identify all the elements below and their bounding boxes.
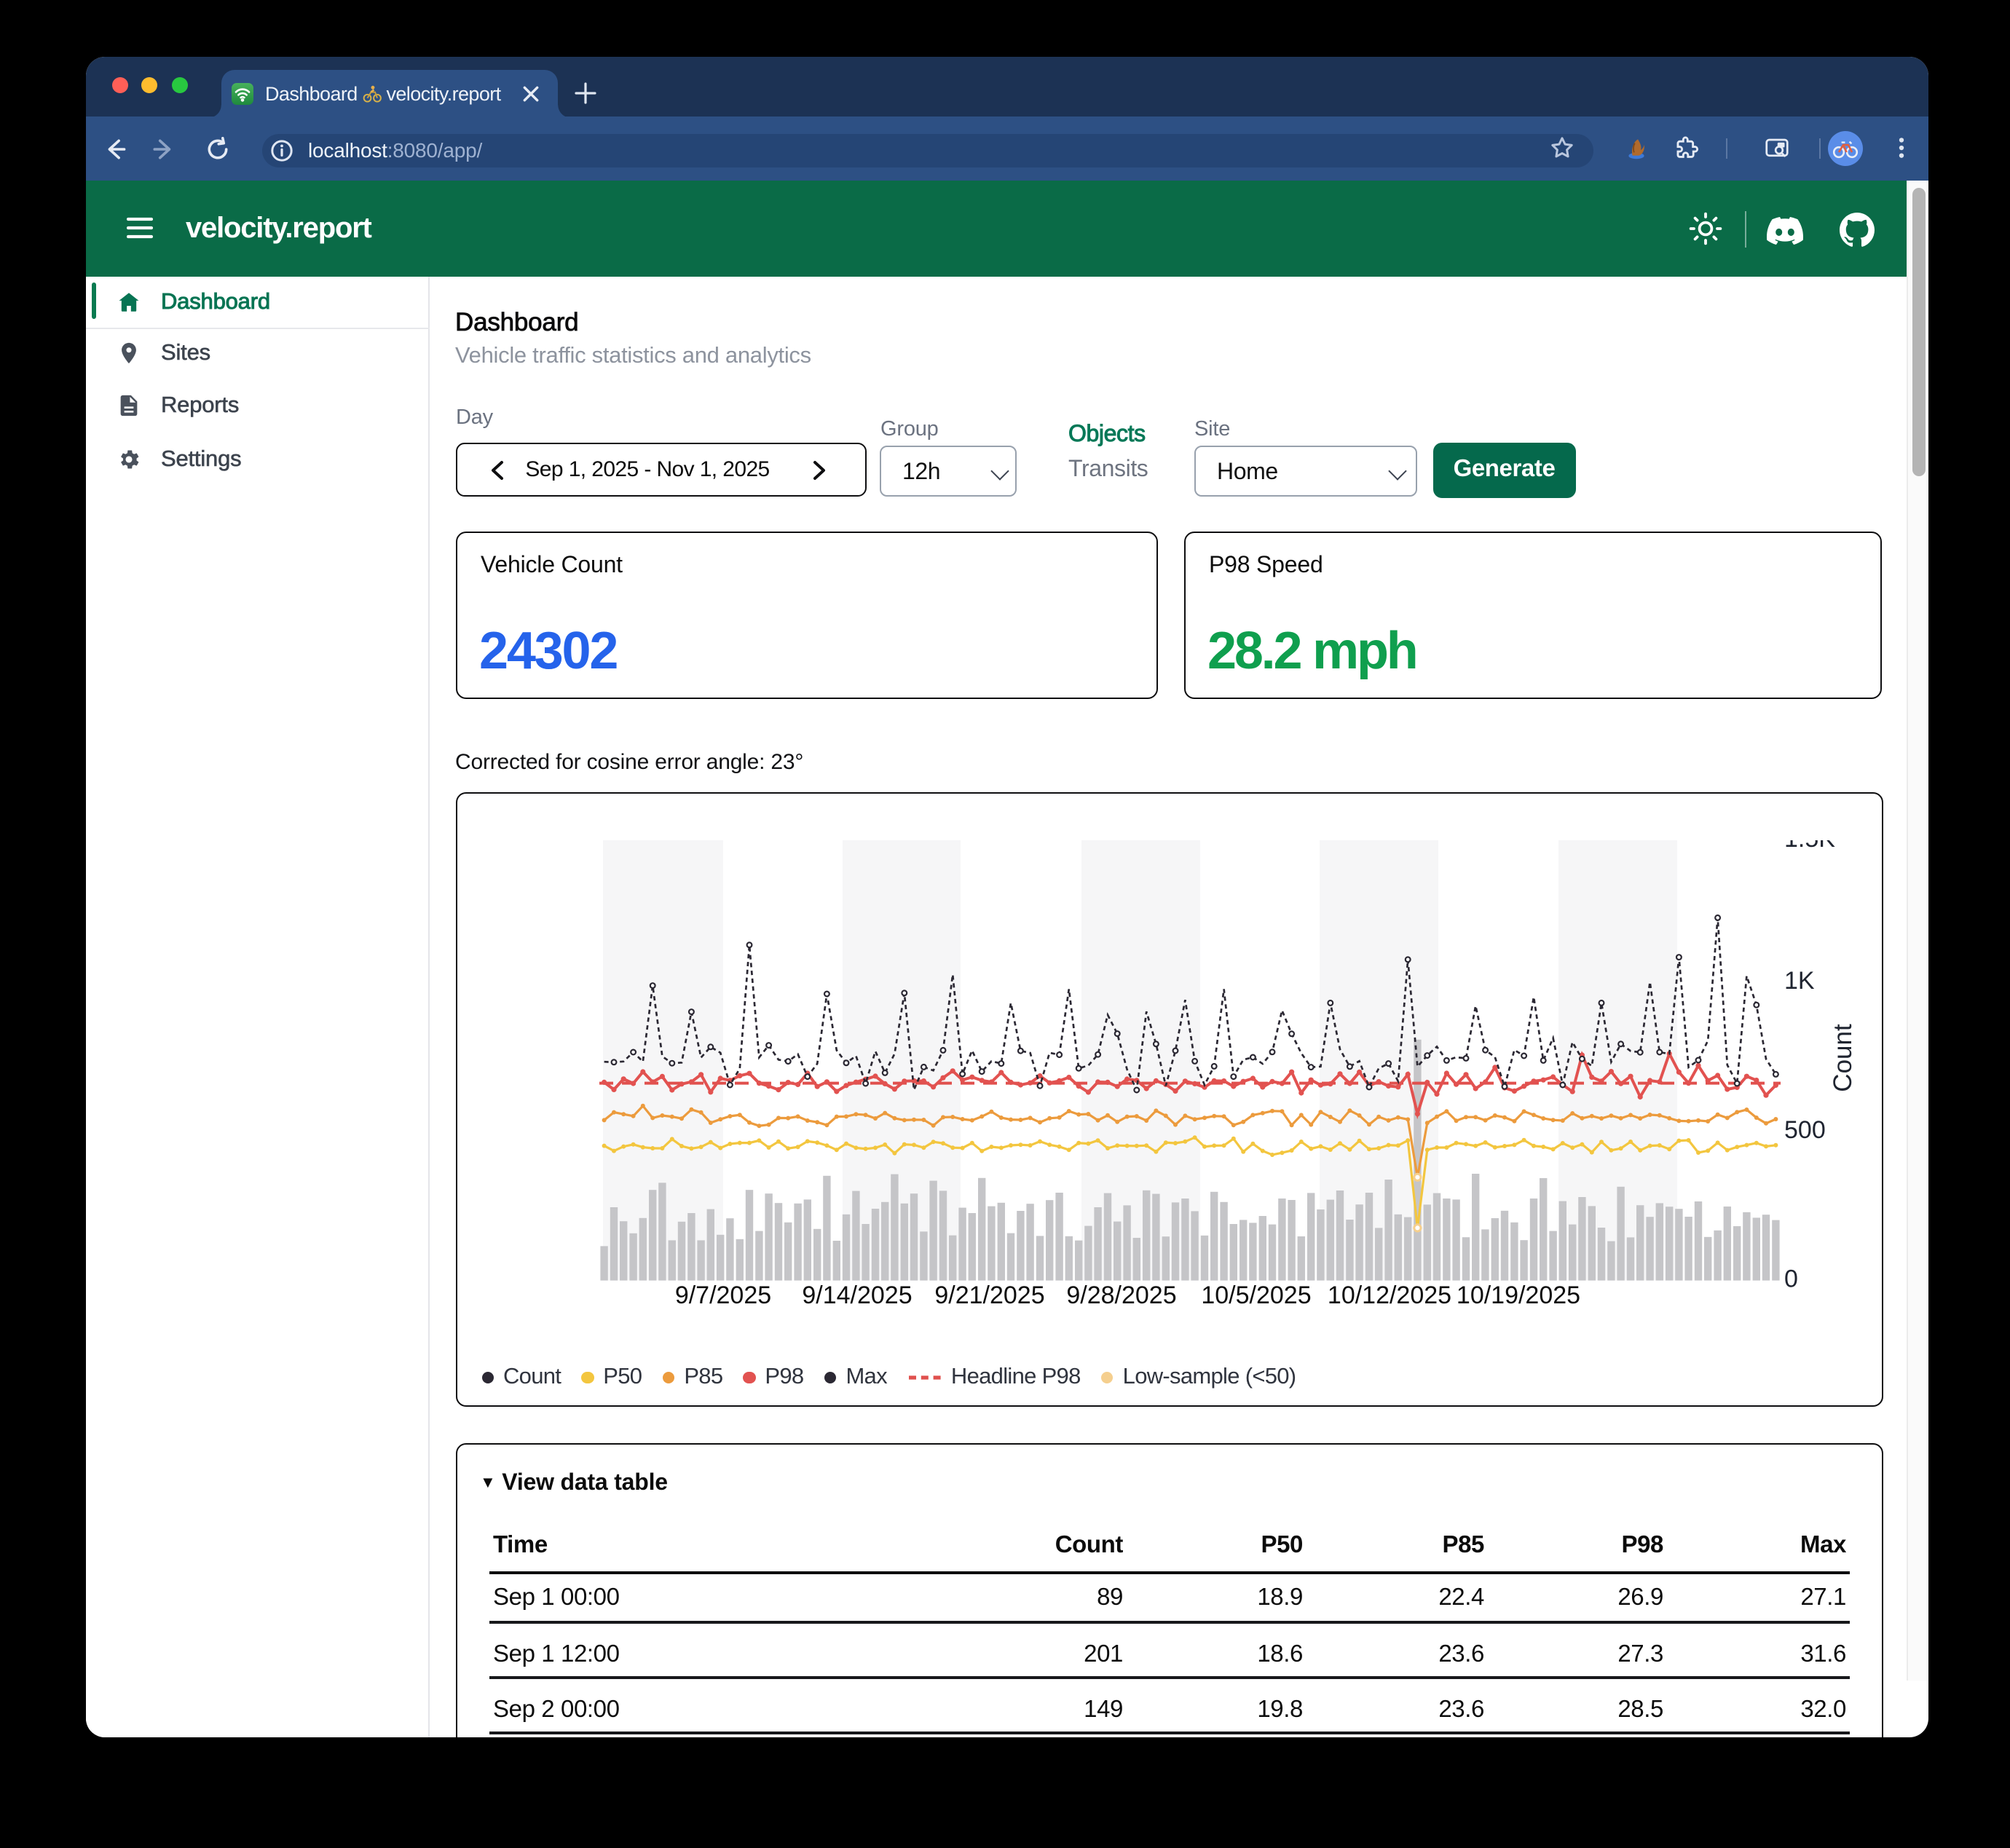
svg-text:0: 0 bbox=[1784, 1265, 1797, 1293]
svg-text:10/5/2025: 10/5/2025 bbox=[1200, 1282, 1310, 1309]
svg-text:10/12/2025: 10/12/2025 bbox=[1327, 1282, 1451, 1309]
svg-text:9/21/2025: 9/21/2025 bbox=[934, 1282, 1044, 1309]
svg-text:10/19/2025: 10/19/2025 bbox=[1456, 1282, 1580, 1309]
svg-text:1K: 1K bbox=[1784, 967, 1814, 995]
svg-text:9/28/2025: 9/28/2025 bbox=[1065, 1282, 1175, 1309]
svg-text:1.5K: 1.5K bbox=[1784, 825, 1834, 853]
svg-text:9/7/2025: 9/7/2025 bbox=[674, 1282, 770, 1309]
svg-text:500: 500 bbox=[1784, 1116, 1825, 1144]
svg-text:Count: Count bbox=[1828, 1024, 1856, 1092]
svg-text:9/14/2025: 9/14/2025 bbox=[801, 1282, 911, 1309]
